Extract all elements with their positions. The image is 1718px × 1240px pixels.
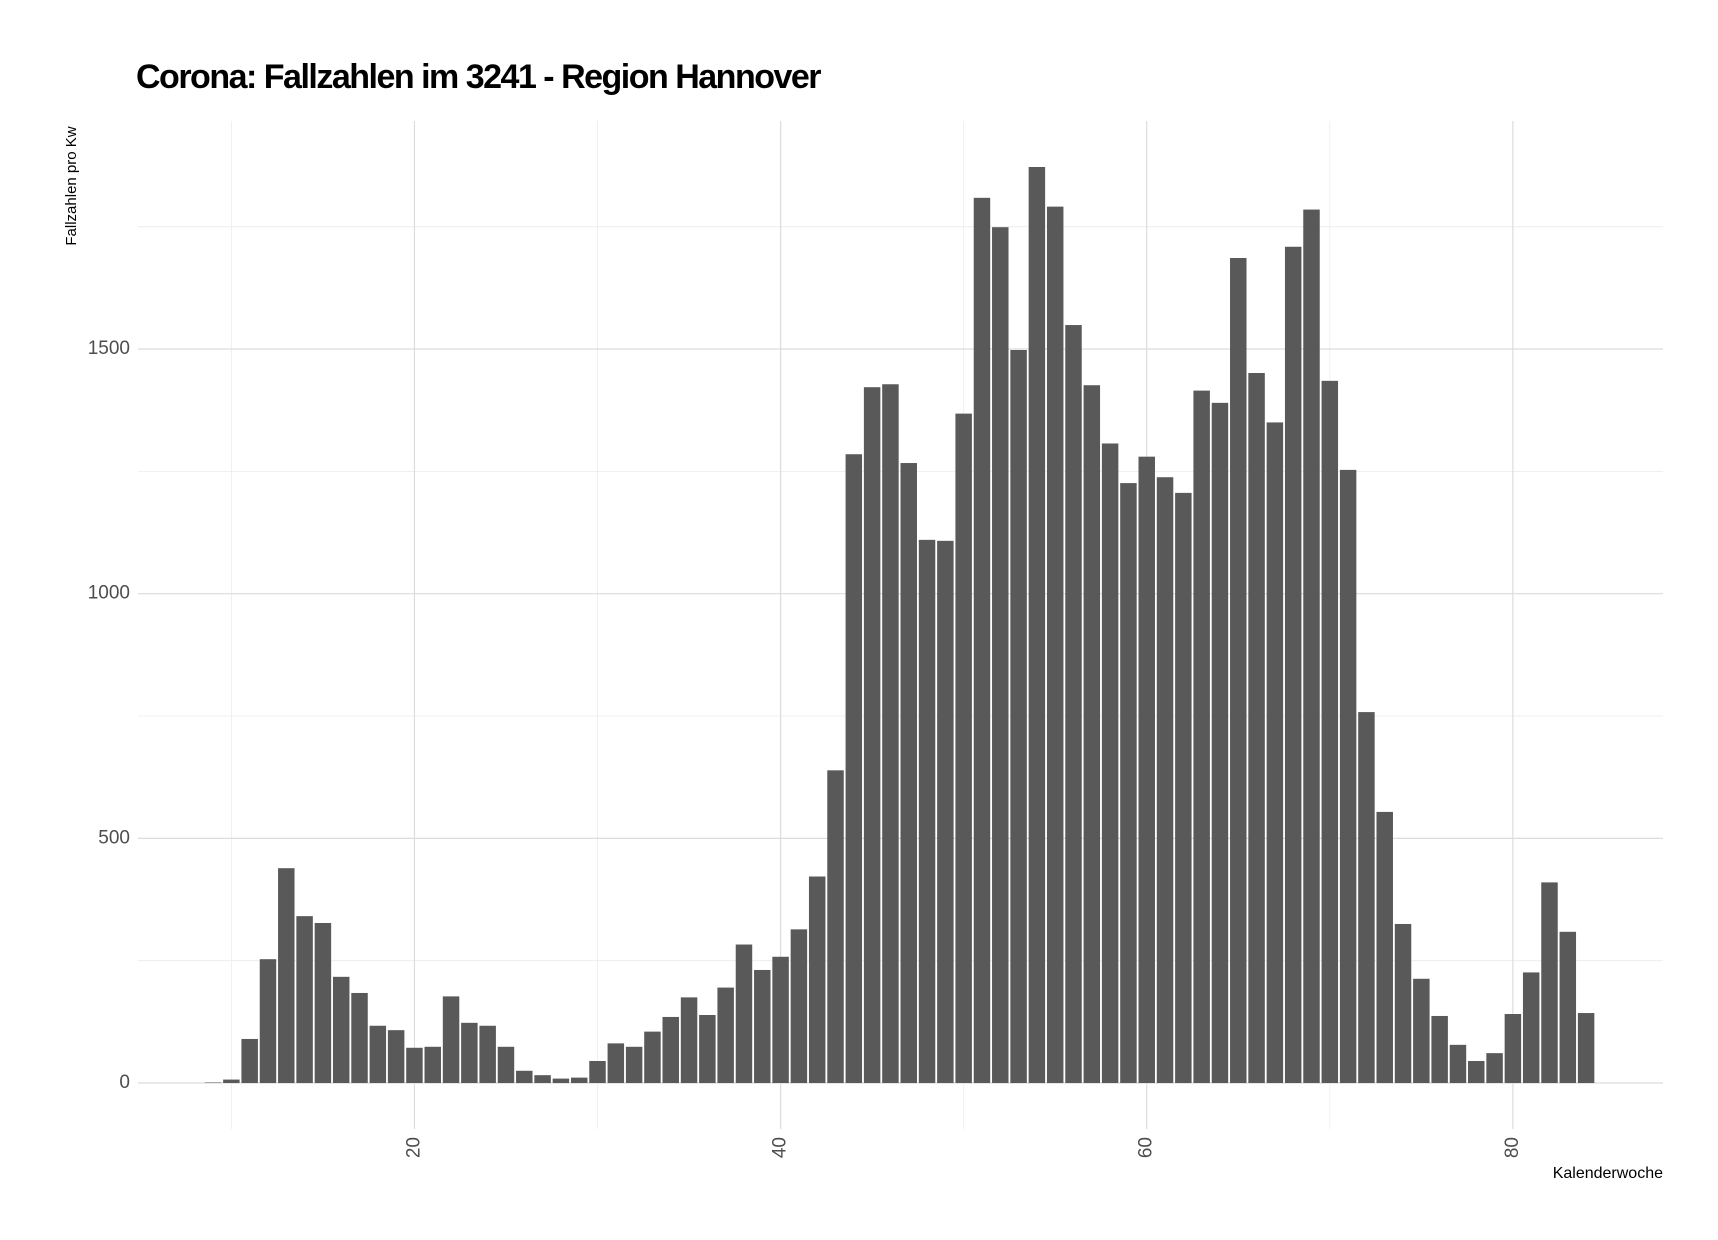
bar xyxy=(772,956,789,1084)
bar xyxy=(1394,923,1412,1084)
bar xyxy=(1321,380,1339,1084)
y-tick-label: 500 xyxy=(98,827,130,848)
bar xyxy=(735,944,753,1084)
bar xyxy=(442,996,460,1084)
x-tick-label: 20 xyxy=(403,1137,424,1158)
bar xyxy=(1138,456,1155,1084)
bar xyxy=(1193,390,1210,1084)
bar xyxy=(1248,373,1265,1084)
chart-title: Corona: Fallzahlen im 3241 - Region Hann… xyxy=(136,58,821,96)
bar xyxy=(625,1046,643,1084)
bar xyxy=(882,384,899,1084)
x-tick-label: 60 xyxy=(1136,1137,1157,1158)
bar xyxy=(1211,402,1229,1084)
bar xyxy=(570,1077,588,1084)
bar xyxy=(955,413,972,1084)
bar xyxy=(790,929,808,1084)
bar xyxy=(607,1043,625,1084)
bar xyxy=(1156,477,1174,1084)
bar xyxy=(1559,931,1577,1084)
bar xyxy=(479,1025,496,1084)
bar xyxy=(296,916,313,1084)
x-tick-label: 40 xyxy=(770,1137,791,1158)
bar xyxy=(1083,385,1101,1084)
bar xyxy=(1358,712,1375,1084)
bar xyxy=(1230,258,1247,1084)
bar xyxy=(1120,483,1137,1084)
bar xyxy=(699,1014,716,1084)
x-tick-label: 80 xyxy=(1502,1137,1523,1158)
bar xyxy=(278,868,295,1084)
bar xyxy=(387,1030,405,1084)
bar xyxy=(314,922,332,1084)
bar xyxy=(552,1078,570,1084)
bar xyxy=(1046,206,1064,1084)
bar xyxy=(937,540,954,1084)
x-axis-label: Kalenderwoche xyxy=(1553,1165,1663,1182)
bar xyxy=(1522,972,1540,1084)
bar xyxy=(827,770,844,1084)
bar xyxy=(351,992,368,1084)
bar xyxy=(497,1046,515,1084)
y-tick-label: 1000 xyxy=(88,583,130,604)
bar xyxy=(1376,811,1393,1084)
bar xyxy=(863,387,881,1084)
bar xyxy=(1541,882,1558,1084)
bar xyxy=(1413,978,1430,1084)
bar xyxy=(918,539,936,1084)
bar xyxy=(1175,492,1192,1084)
bar xyxy=(1504,1014,1522,1084)
bar xyxy=(1486,1053,1503,1084)
bar xyxy=(516,1070,533,1084)
y-tick-label: 0 xyxy=(119,1072,130,1093)
bar xyxy=(973,197,991,1084)
bar xyxy=(1266,422,1284,1084)
bar xyxy=(992,227,1009,1084)
bar xyxy=(900,463,917,1084)
bar xyxy=(808,876,826,1084)
bar xyxy=(1339,469,1357,1084)
bar xyxy=(1010,350,1027,1084)
bar xyxy=(1431,1015,1448,1084)
bar xyxy=(1101,443,1119,1084)
bar xyxy=(1577,1013,1595,1084)
bar xyxy=(1028,166,1046,1084)
bar xyxy=(406,1047,423,1084)
bar xyxy=(534,1075,551,1084)
y-tick-label: 1500 xyxy=(88,338,130,359)
bar xyxy=(644,1031,661,1084)
bar xyxy=(332,976,350,1084)
bar xyxy=(461,1022,478,1084)
bar xyxy=(662,1016,679,1084)
bar xyxy=(424,1046,441,1084)
bar xyxy=(259,959,277,1084)
bar xyxy=(241,1038,258,1084)
bar xyxy=(1284,246,1302,1084)
bar xyxy=(369,1025,387,1084)
bar xyxy=(717,987,734,1084)
y-axis-label: Fallzahlen pro Kw xyxy=(63,126,80,245)
bar xyxy=(1303,209,1320,1084)
bar xyxy=(1468,1060,1485,1084)
bar xyxy=(1449,1044,1467,1084)
bar xyxy=(754,969,771,1084)
bar xyxy=(680,997,698,1084)
bar xyxy=(1065,325,1082,1084)
bar xyxy=(223,1079,240,1084)
bar xyxy=(845,454,863,1084)
bar xyxy=(589,1060,606,1084)
